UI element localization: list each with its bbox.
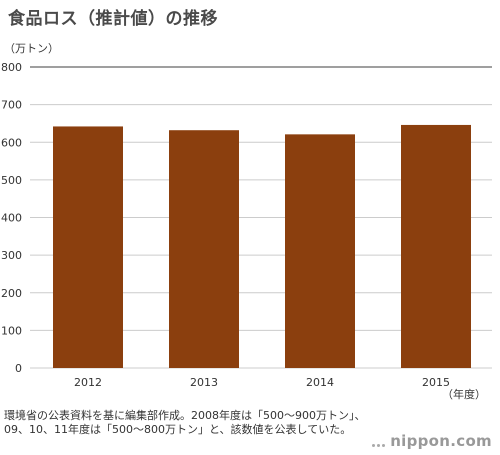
chart-title: 食品ロス（推計値）の推移 <box>8 9 218 29</box>
bar-chart: 0 100 200 300 400 500 600 700 800 2012 2013 2014 20… <box>1 61 492 389</box>
y-tick-label: 500 <box>1 174 22 187</box>
y-axis-unit: （万トン） <box>4 42 59 55</box>
bar-2015 <box>401 124 471 368</box>
y-tick-label: 300 <box>1 249 22 262</box>
y-tick-label: 800 <box>1 61 22 74</box>
source-note: 環境省の公表資料を基に編集部作成。2008年度は「500〜900万トン」、09、… <box>4 409 366 436</box>
bar-2014 <box>285 134 355 368</box>
y-tick-label: 100 <box>1 324 22 337</box>
y-tick-label: 200 <box>1 287 22 300</box>
y-tick-label: 600 <box>1 136 22 149</box>
x-axis-unit: （年度） <box>442 388 486 401</box>
x-tick-label: 2012 <box>74 376 102 389</box>
logo-text: nippon.com <box>390 432 492 450</box>
x-tick-label: 2013 <box>190 376 218 389</box>
x-tick-label: 2014 <box>306 376 334 389</box>
bar-2013 <box>169 130 239 368</box>
x-tick-label: 2015 <box>422 376 450 389</box>
y-tick-label: 0 <box>15 362 22 375</box>
bar-2012 <box>53 126 123 368</box>
y-tick-label: 400 <box>1 212 22 225</box>
logo-dots-icon <box>371 433 386 451</box>
nippon-logo: nippon.com <box>371 432 492 451</box>
y-tick-label: 700 <box>1 99 22 112</box>
